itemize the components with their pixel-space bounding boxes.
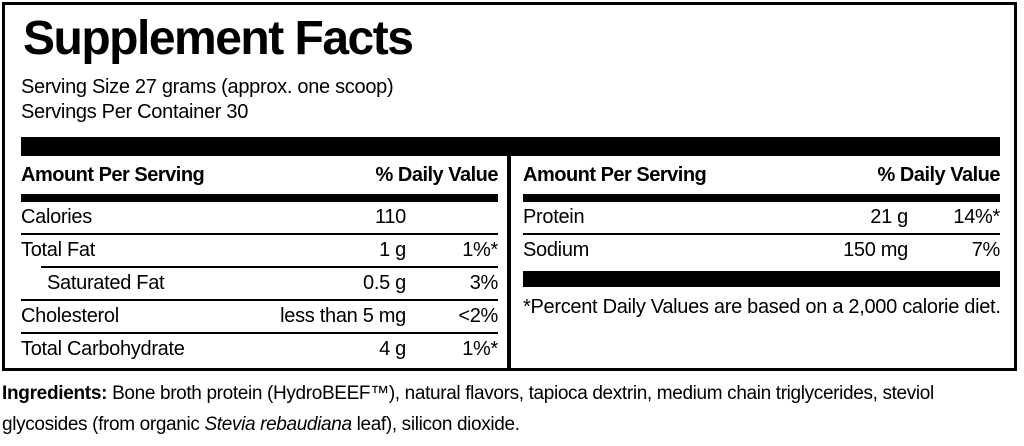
table-row-protein: Protein 21 g 14%* <box>523 202 1000 233</box>
ingredients-line-2: glycosides (from organic Stevia rebaudia… <box>2 409 1024 440</box>
ingredients-text: Ingredients: Bone broth protein (HydroBE… <box>2 378 1024 440</box>
ingredients-line-1: Ingredients: Bone broth protein (HydroBE… <box>2 378 1024 409</box>
column-header-right: Amount Per Serving % Daily Value <box>523 156 1001 194</box>
nutrient-daily-value: 1%* <box>462 338 498 360</box>
serving-info: Serving Size 27 grams (approx. one scoop… <box>21 75 1000 125</box>
ingredients-line-2-pre: glycosides (from organic <box>2 414 205 435</box>
supplement-facts-panel: Supplement Facts Serving Size 27 grams (… <box>2 2 1017 371</box>
ingredients-line-1-text: Bone broth protein (HydroBEEF™), natural… <box>107 383 934 404</box>
nutrient-name: Total Fat <box>21 239 95 261</box>
amount-per-serving-header: Amount Per Serving <box>523 163 707 186</box>
nutrient-amount: 21 g <box>870 206 908 228</box>
nutrient-name: Protein <box>523 206 585 228</box>
nutrient-daily-value: 7% <box>971 239 1001 261</box>
column-divider <box>507 156 511 368</box>
column-header-left: Amount Per Serving % Daily Value <box>21 156 499 194</box>
servings-per-container-line: Servings Per Container 30 <box>21 101 249 123</box>
table-row-total-carbohydrate: Total Carbohydrate 4 g 1%* <box>21 332 498 365</box>
header-divider-bar <box>523 194 1000 202</box>
daily-value-header: % Daily Value <box>375 163 499 186</box>
daily-value-header: % Daily Value <box>877 163 1001 186</box>
nutrient-amount: 150 mg <box>843 239 908 261</box>
amount-per-serving-header: Amount Per Serving <box>21 163 205 186</box>
nutrient-name: Saturated Fat <box>47 272 165 294</box>
species-name: Stevia rebaudiana <box>204 414 352 435</box>
nutrient-daily-value: <2% <box>458 305 498 327</box>
ingredients-label: Ingredients: <box>2 383 108 404</box>
facts-column-left: Amount Per Serving % Daily Value Calorie… <box>21 156 507 368</box>
section-divider-bar <box>21 137 1000 156</box>
facts-columns: Amount Per Serving % Daily Value Calorie… <box>21 156 1001 368</box>
nutrient-amount: 0.5 g <box>363 272 406 294</box>
nutrient-amount: 110 <box>375 206 406 228</box>
daily-value-footnote: *Percent Daily Values are based on a 2,0… <box>523 296 1001 318</box>
nutrient-daily-value: 1%* <box>462 239 498 261</box>
facts-column-right: Amount Per Serving % Daily Value Protein… <box>511 156 1001 368</box>
table-row-cholesterol: Cholesterol less than 5 mg <2% <box>21 299 498 332</box>
nutrient-amount: 4 g <box>379 338 406 360</box>
table-row-saturated-fat: Saturated Fat 0.5 g 3% <box>41 266 498 299</box>
nutrient-name: Calories <box>21 206 92 228</box>
serving-size-line: Serving Size 27 grams (approx. one scoop… <box>21 76 394 98</box>
table-row-sodium: Sodium 150 mg 7% <box>523 233 1000 266</box>
nutrient-daily-value: 3% <box>469 272 499 294</box>
nutrient-amount: less than 5 mg <box>280 305 406 327</box>
nutrient-name: Sodium <box>523 239 590 261</box>
footnote-divider-bar <box>523 271 1000 287</box>
table-row-calories: Calories 110 <box>21 202 498 233</box>
nutrient-name: Total Carbohydrate <box>21 338 185 360</box>
nutrient-amount: 1 g <box>379 239 406 261</box>
ingredients-line-2-post: leaf), silicon dioxide. <box>351 414 520 435</box>
panel-title: Supplement Facts <box>23 12 414 65</box>
nutrient-name: Cholesterol <box>21 305 119 327</box>
nutrient-daily-value: 14%* <box>953 206 1000 228</box>
table-row-total-fat: Total Fat 1 g 1%* <box>21 233 498 266</box>
header-divider-bar <box>21 194 498 202</box>
